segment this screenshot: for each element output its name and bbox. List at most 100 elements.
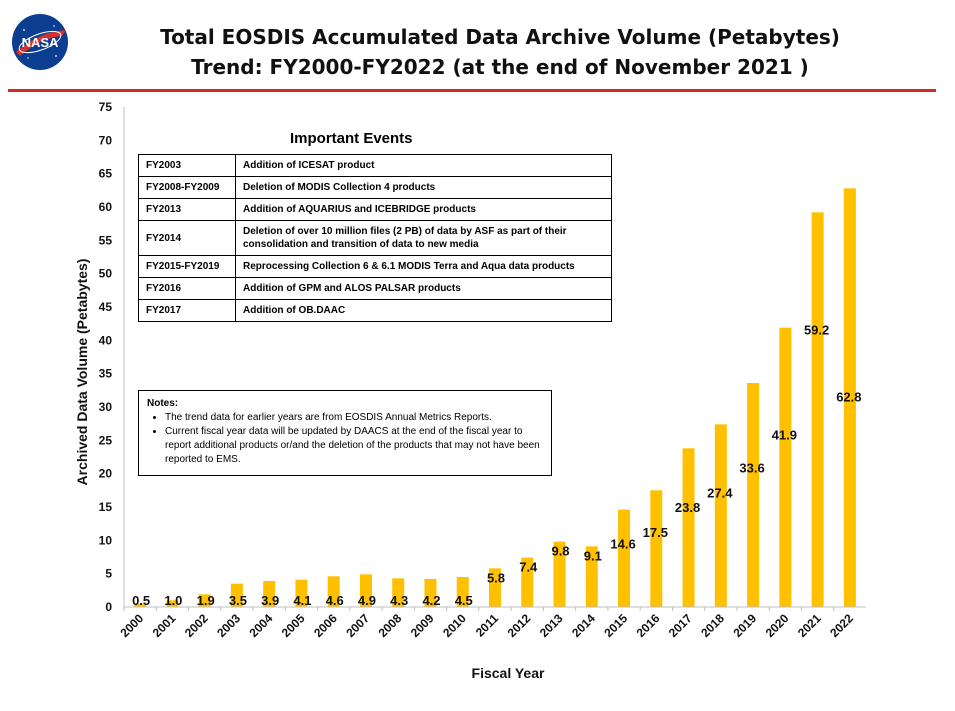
event-description: Addition of AQUARIUS and ICEBRIDGE produ…	[235, 198, 612, 221]
y-axis-label: Archived Data Volume (Petabytes)	[74, 259, 90, 486]
data-label-2014: 9.1	[584, 548, 602, 563]
data-label-2015: 14.6	[610, 537, 635, 552]
x-tick-label: 2021	[795, 611, 824, 640]
data-label-2000: 0.5	[132, 593, 150, 608]
data-label-2013: 9.8	[551, 544, 569, 559]
data-label-2020: 41.9	[772, 427, 797, 442]
x-tick-label: 2022	[827, 611, 856, 640]
data-label-2008: 4.3	[390, 593, 408, 608]
y-tick-label: 0	[105, 600, 112, 614]
y-tick-label: 75	[99, 100, 113, 114]
event-year: FY2008-FY2009	[138, 176, 236, 199]
bar-2009	[424, 579, 437, 607]
nasa-logo: NASA	[12, 14, 68, 70]
x-tick-label: 2003	[214, 611, 243, 640]
y-tick-label: 70	[99, 133, 113, 147]
note-item: The trend data for earlier years are fro…	[165, 411, 543, 425]
event-row: FY2014 Deletion of over 10 million files …	[138, 220, 612, 256]
x-tick-label: 2010	[440, 611, 469, 640]
y-tick-label: 50	[99, 267, 113, 281]
notes-list: The trend data for earlier years are fro…	[147, 411, 543, 467]
event-row: FY2003 Addition of ICESAT product	[138, 154, 612, 177]
y-tick-label: 10	[99, 533, 113, 547]
data-label-2007: 4.9	[358, 593, 376, 608]
bar-2015	[618, 509, 631, 607]
note-item: Current fiscal year data will be updated…	[165, 425, 543, 467]
event-year: FY2016	[138, 277, 236, 300]
chart-title: Total EOSDIS Accumulated Data Archive Vo…	[100, 22, 900, 82]
title-line-2: Trend: FY2000-FY2022 (at the end of Nove…	[191, 55, 809, 79]
event-row: FY2015-FY2019 Reprocessing Collection 6 &…	[138, 255, 612, 278]
event-row: FY2013 Addition of AQUARIUS and ICEBRIDGE…	[138, 198, 612, 221]
bar-2000	[134, 603, 147, 607]
nasa-logo-text: NASA	[22, 35, 59, 50]
bar-2018	[714, 424, 727, 607]
x-tick-label: 2009	[408, 611, 437, 640]
bar-2021	[811, 212, 824, 608]
bar-2005	[295, 579, 308, 607]
data-label-2001: 1.0	[164, 593, 182, 608]
notes-title: Notes:	[147, 398, 179, 409]
bar-2013	[553, 541, 566, 607]
y-tick-label: 25	[99, 433, 113, 447]
bar-2002	[198, 594, 211, 607]
x-tick-label: 2008	[376, 611, 405, 640]
bar-2001	[166, 600, 179, 607]
y-tick-label: 45	[99, 300, 113, 314]
bar-2003	[230, 583, 243, 607]
x-tick-label: 2015	[601, 611, 630, 640]
x-tick-label: 2005	[279, 611, 308, 640]
bar-2006	[327, 576, 340, 607]
event-year: FY2014	[138, 220, 236, 256]
x-tick-label: 2007	[343, 611, 372, 640]
x-tick-label: 2000	[117, 611, 146, 640]
event-year: FY2017	[138, 299, 236, 322]
bar-2007	[359, 574, 372, 607]
bar-2016	[650, 490, 663, 607]
data-label-2019: 33.6	[739, 461, 764, 476]
x-axis-label: Fiscal Year	[472, 665, 545, 681]
data-label-2011: 5.8	[487, 570, 505, 585]
data-label-2018: 27.4	[707, 485, 733, 500]
x-tick-label: 2012	[505, 611, 534, 640]
x-tick-label: 2004	[247, 611, 276, 640]
data-label-2012: 7.4	[519, 560, 538, 575]
notes-box: Notes: The trend data for earlier years …	[138, 390, 552, 476]
title-line-1: Total EOSDIS Accumulated Data Archive Vo…	[160, 25, 840, 49]
bar-2012	[521, 557, 534, 607]
y-tick-label: 15	[99, 500, 113, 514]
y-tick-label: 65	[99, 167, 113, 181]
event-row: FY2017 Addition of OB.DAAC	[138, 299, 612, 322]
y-axis: 0 5 10 15 20 25 30 35 40 45 50 55 60 65 70 75	[99, 100, 125, 614]
x-tick-label: 2013	[537, 611, 566, 640]
bar-2020	[779, 327, 792, 607]
title-divider	[8, 89, 936, 92]
x-tick-label: 2016	[634, 611, 663, 640]
y-tick-label: 30	[99, 400, 113, 414]
y-tick-label: 20	[99, 467, 113, 481]
bar-series: 0.5 1.0 1.9 3.5 3.9 4.1 4.6 4.9 4.3 4.2 4.5 5.8 7.4 9…	[132, 188, 862, 608]
data-label-2002: 1.9	[197, 593, 215, 608]
events-table-title: Important Events	[290, 130, 413, 147]
bar-2010	[456, 577, 469, 607]
event-description: Deletion of over 10 million files (2 PB)…	[235, 220, 612, 256]
data-label-2009: 4.2	[422, 593, 440, 608]
data-label-2004: 3.9	[261, 593, 279, 608]
event-description: Addition of ICESAT product	[235, 154, 612, 177]
event-description: Addition of OB.DAAC	[235, 299, 612, 322]
bar-2004	[263, 581, 276, 607]
event-description: Addition of GPM and ALOS PALSAR products	[235, 277, 612, 300]
x-tick-label: 2014	[569, 611, 598, 640]
event-year: FY2013	[138, 198, 236, 221]
y-tick-label: 60	[99, 200, 113, 214]
data-label-2003: 3.5	[229, 593, 247, 608]
event-year: FY2015-FY2019	[138, 255, 236, 278]
x-tick-label: 2018	[698, 611, 727, 640]
y-tick-label: 5	[105, 567, 112, 581]
y-tick-label: 35	[99, 367, 113, 381]
bar-2008	[392, 578, 405, 607]
data-label-2010: 4.5	[455, 593, 473, 608]
data-label-2021: 59.2	[804, 322, 829, 337]
event-row: FY2008-FY2009 Deletion of MODIS Collectio…	[138, 176, 612, 199]
